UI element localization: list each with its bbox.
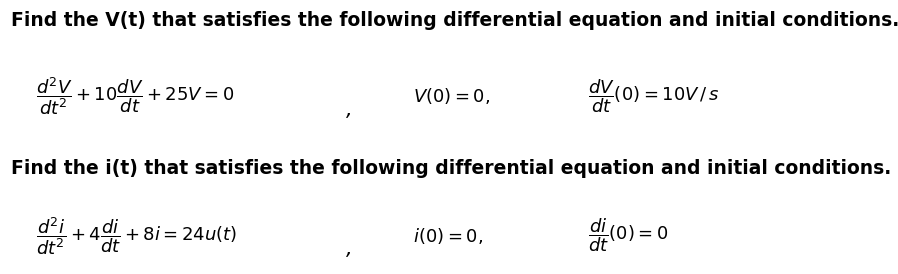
Text: $\dfrac{d^{2}i}{dt^{2}}+4\dfrac{di}{dt}+8i=24u(t)$: $\dfrac{d^{2}i}{dt^{2}}+4\dfrac{di}{dt}+… <box>36 215 237 256</box>
Text: ,: , <box>346 100 352 119</box>
Text: $i(0) = 0,$: $i(0) = 0,$ <box>413 226 483 246</box>
Text: ,: , <box>346 239 352 259</box>
Text: $\dfrac{d^{2}V}{dt^{2}}+10\dfrac{dV}{dt}+25V=0$: $\dfrac{d^{2}V}{dt^{2}}+10\dfrac{dV}{dt}… <box>36 75 234 117</box>
Text: $\dfrac{di}{dt}(0) = 0$: $\dfrac{di}{dt}(0) = 0$ <box>588 217 669 255</box>
Text: Find the i(t) that satisfies the following differential equation and initial con: Find the i(t) that satisfies the followi… <box>11 159 891 178</box>
Text: $V(0) = 0,$: $V(0) = 0,$ <box>413 86 490 106</box>
Text: Find the V(t) that satisfies the following differential equation and initial con: Find the V(t) that satisfies the followi… <box>11 11 898 30</box>
Text: $\dfrac{dV}{dt}(0) = 10V\,/\,s$: $\dfrac{dV}{dt}(0) = 10V\,/\,s$ <box>588 77 720 115</box>
